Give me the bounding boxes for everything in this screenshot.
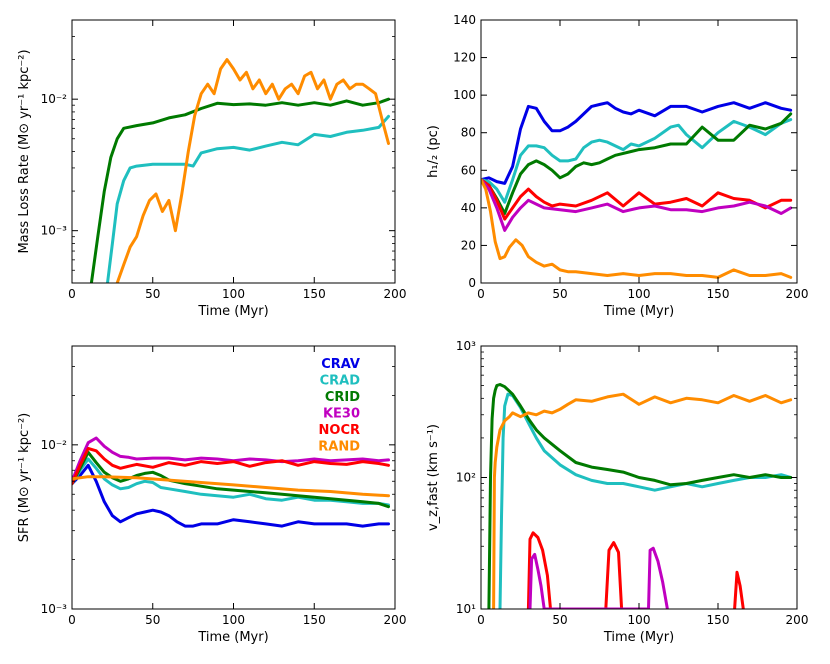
y-tick-label: 140: [453, 13, 476, 27]
x-axis-label: Time (Myr): [197, 630, 268, 645]
series-line-rand: [481, 178, 793, 279]
series-group: [481, 101, 793, 279]
panel-half-height: 0 50 100 150 200 0 20 40 60 80 100 120 140 Time (Myr)…: [426, 13, 808, 319]
series-line-crid: [481, 112, 793, 215]
x-tick-label: 100: [222, 613, 245, 627]
x-tick-label: 50: [552, 287, 567, 301]
series-line-rand: [492, 392, 793, 609]
series-group: [89, 58, 390, 283]
y-axis-label: Mass Loss Rate (M⊙ yr⁻¹ kpc⁻²): [17, 49, 32, 253]
x-tick-label: 0: [477, 287, 485, 301]
series-line-nocr: [526, 531, 745, 609]
x-tick-label: 200: [384, 613, 407, 627]
series-line-rand: [115, 58, 390, 283]
x-tick-label: 100: [628, 613, 651, 627]
y-tick-label: 10¹: [456, 602, 476, 616]
y-tick-label: 10⁻²: [41, 438, 68, 452]
x-axis-label: Time (Myr): [603, 304, 674, 319]
series-line-nocr: [481, 178, 793, 221]
series-line-crad: [106, 114, 390, 283]
series-line-crad: [72, 457, 390, 507]
x-tick-label: 100: [222, 287, 245, 301]
x-tick-label: 50: [552, 613, 567, 627]
series-line-crav: [481, 101, 793, 185]
series-group: [487, 383, 793, 609]
y-axis-label: h₁/₂ (pc): [426, 125, 441, 178]
x-tick-label: 150: [303, 287, 326, 301]
series-line-crid: [89, 97, 390, 283]
axes-frame: [480, 19, 798, 284]
series-line-ke30: [528, 546, 669, 609]
series-line-ke30: [72, 436, 390, 483]
x-tick-label: 150: [707, 287, 730, 301]
legend-entry-crid: CRID: [325, 390, 360, 405]
panel-sfr: 0 50 100 150 200 10⁻³ 10⁻² Time (Myr) SFR (M⊙ yr…: [17, 345, 407, 645]
x-tick-label: 0: [477, 613, 485, 627]
y-axis-label: v_z,fast (km s⁻¹): [426, 424, 441, 531]
y-tick-label: 0: [468, 276, 476, 290]
x-tick-label: 200: [384, 287, 407, 301]
series-line-crav: [72, 463, 390, 528]
legend-entry-crad: CRAD: [320, 374, 361, 389]
series-line-crid: [72, 450, 390, 509]
y-tick-label: 60: [461, 163, 476, 177]
legend-entry-crav: CRAV: [321, 357, 360, 372]
y-tick-label: 10⁻³: [41, 602, 68, 616]
series-line-nocr: [72, 447, 390, 486]
legend-entry-rand: RAND: [318, 440, 360, 455]
panel-mass-loss-rate: 0 50 100 150 200 10⁻³ 10⁻² Time (Myr) Mass Loss …: [17, 19, 407, 319]
x-tick-label: 200: [786, 287, 809, 301]
y-tick-label: 20: [461, 238, 476, 252]
y-tick-label: 10²: [456, 471, 476, 485]
x-tick-label: 150: [707, 613, 730, 627]
y-tick-label: 10⁻²: [41, 92, 68, 106]
series-line-crid: [487, 383, 793, 609]
legend-entry-nocr: NOCR: [319, 423, 360, 438]
axes-frame: [71, 19, 396, 284]
series-line-rand: [72, 475, 390, 498]
series-line-crad: [481, 118, 793, 204]
series-line-ke30: [481, 178, 793, 232]
x-axis-label: Time (Myr): [197, 304, 268, 319]
x-tick-label: 100: [628, 287, 651, 301]
y-tick-label: 120: [453, 51, 476, 65]
y-tick-label: 10⁻³: [41, 224, 68, 238]
x-axis-label: Time (Myr): [603, 630, 674, 645]
y-tick-label: 100: [453, 88, 476, 102]
y-tick-label: 10³: [456, 339, 476, 353]
legend-entry-ke30: KE30: [323, 407, 360, 422]
x-tick-label: 50: [145, 613, 160, 627]
x-tick-label: 0: [68, 287, 76, 301]
y-tick-label: 80: [461, 126, 476, 140]
y-axis-label: SFR (M⊙ yr⁻¹ kpc⁻²): [17, 413, 32, 543]
x-tick-label: 50: [145, 287, 160, 301]
x-tick-label: 150: [303, 613, 326, 627]
x-tick-label: 200: [786, 613, 809, 627]
series-line-crad: [498, 392, 793, 609]
y-tick-label: 40: [461, 201, 476, 215]
x-tick-label: 0: [68, 613, 76, 627]
panel-fast-velocity: 0 50 100 150 200 10¹ 10² 10³ Time (Myr) v_z,fast …: [426, 339, 808, 645]
series-group: [72, 436, 390, 528]
